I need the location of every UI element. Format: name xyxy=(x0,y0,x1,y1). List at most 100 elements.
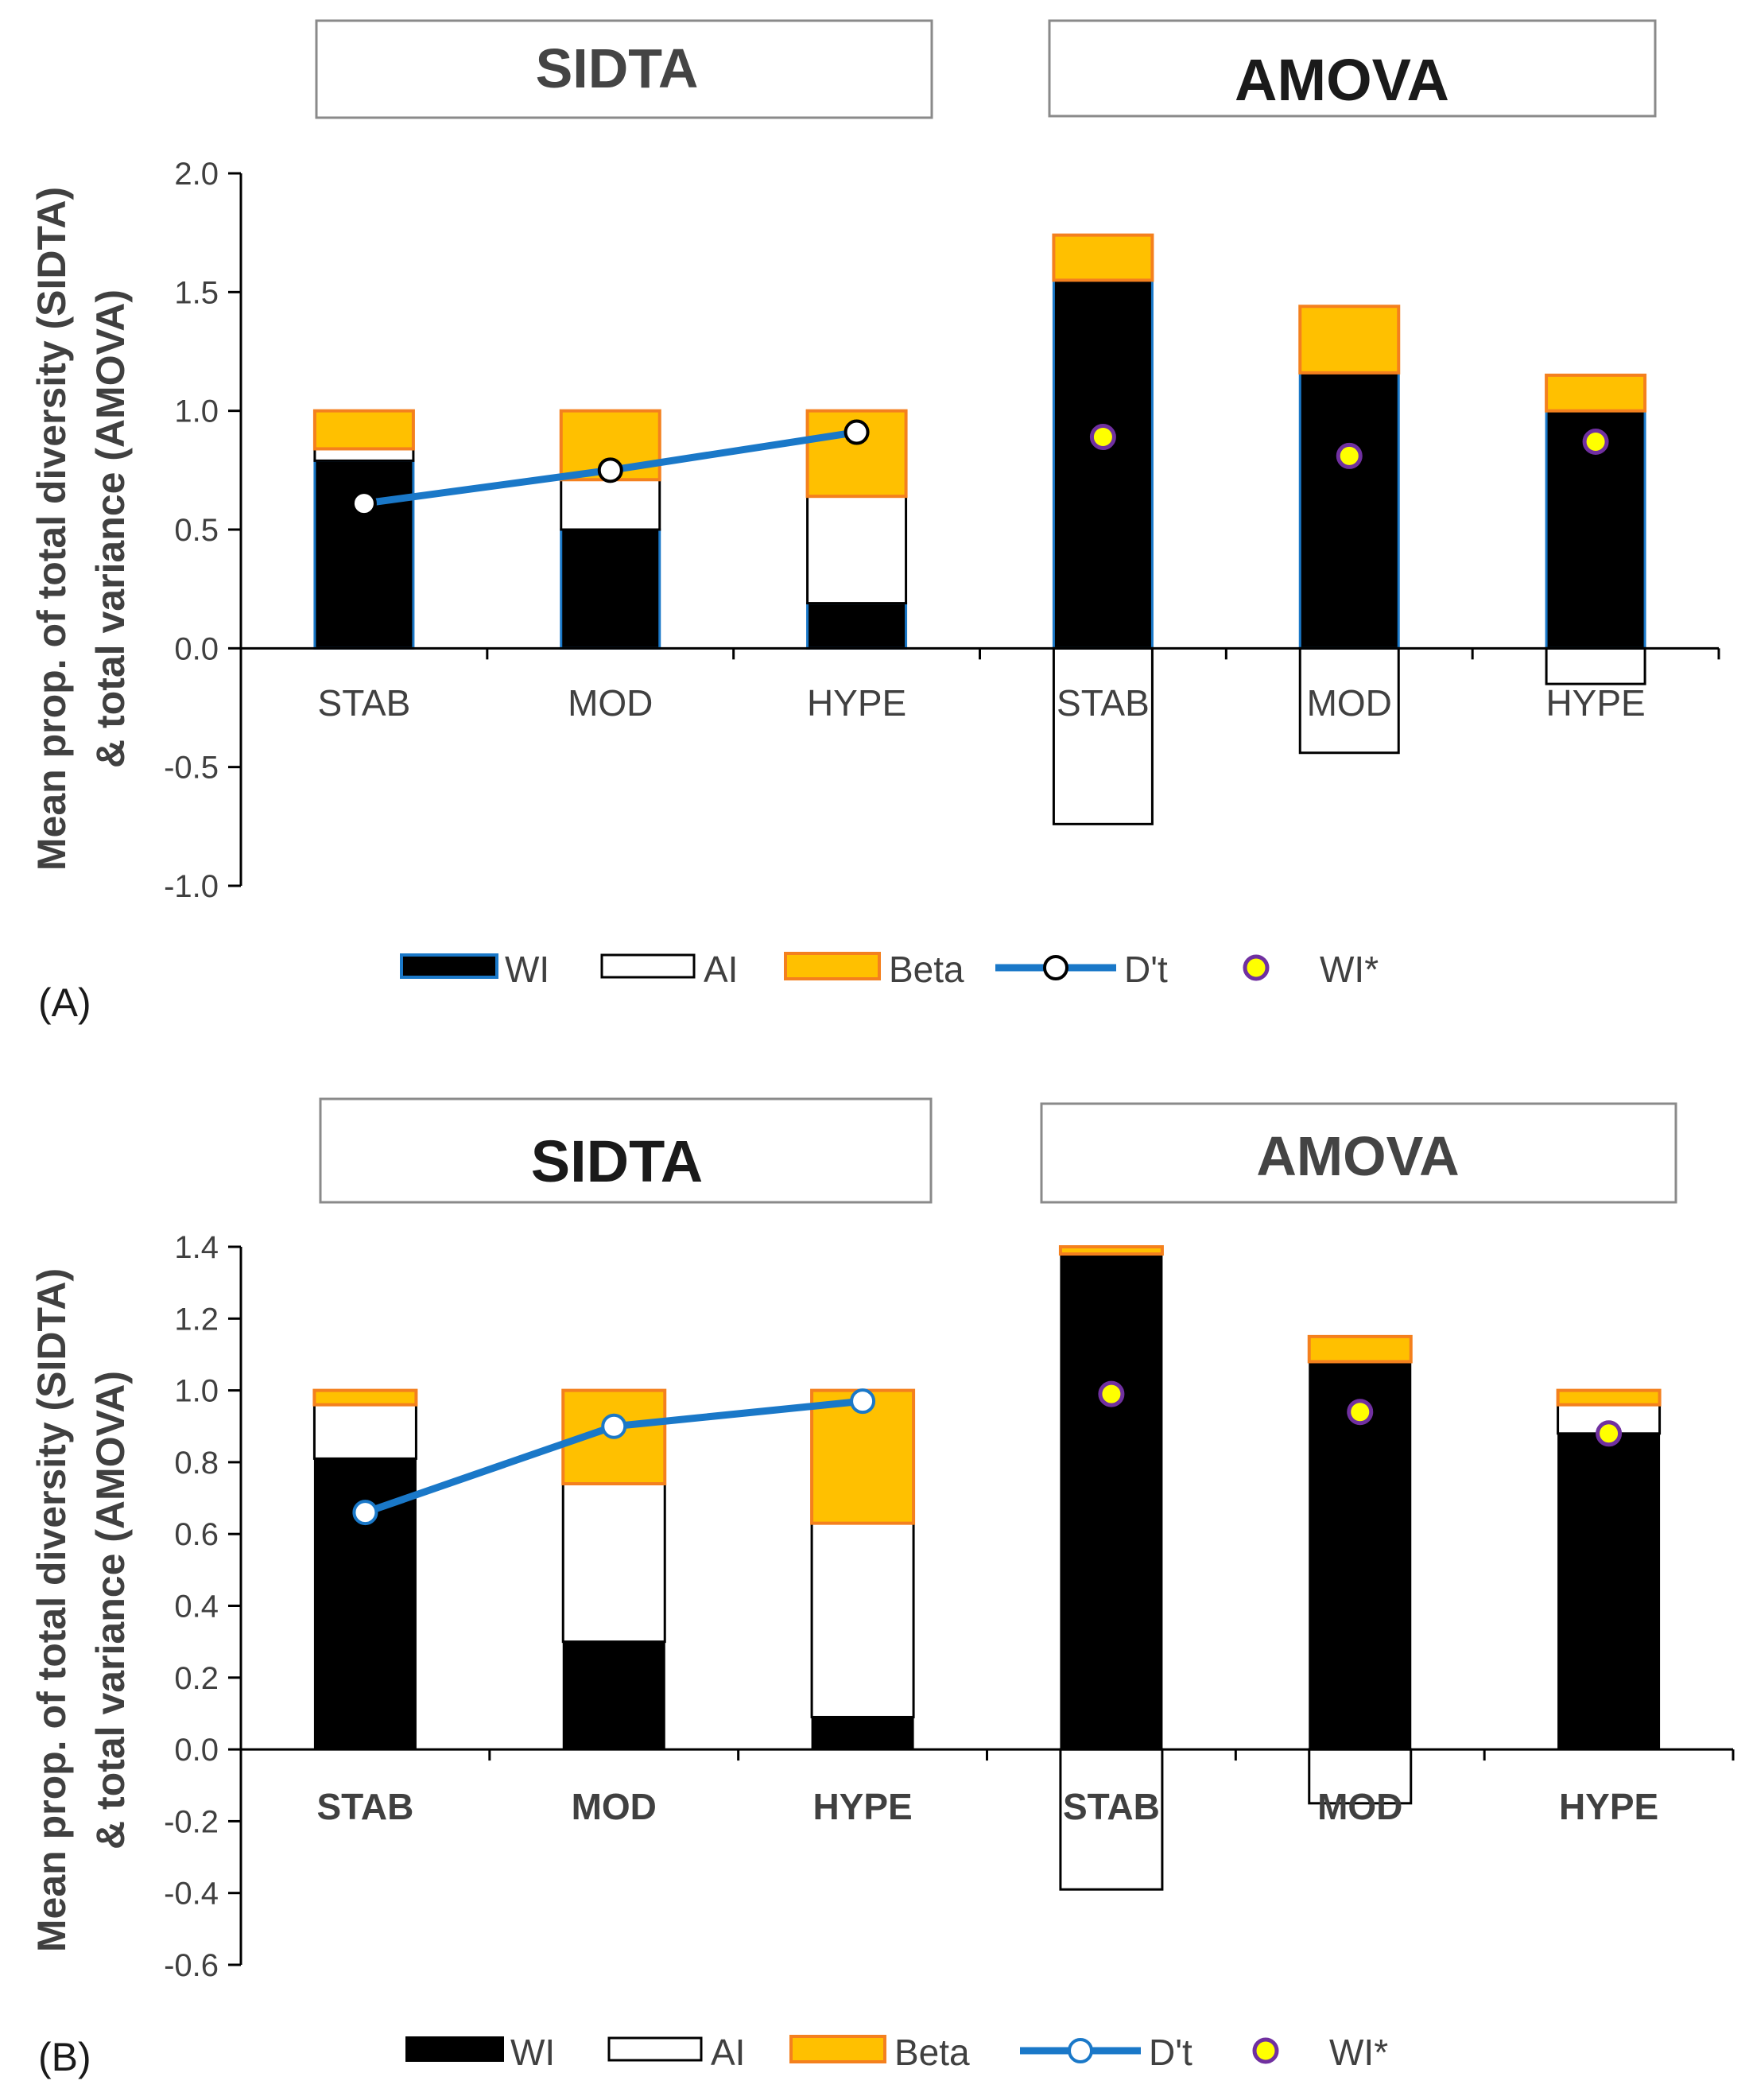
panel-b-category-label: STAB xyxy=(1063,1786,1160,1827)
panel-a-legend-ai-swatch xyxy=(600,953,696,979)
panel-a-y-tick-label: 0.0 xyxy=(174,631,219,666)
panel-b-legend-dt-label: D't xyxy=(1149,2032,1192,2073)
panel-a-amova-header: AMOVA xyxy=(1235,47,1449,113)
panel-a-y-tick-label: 0.5 xyxy=(174,513,219,548)
panel-a-category-label: STAB xyxy=(318,682,411,724)
panel-b-dt-point xyxy=(352,1500,378,1526)
panel-a-y-tick-label: 2.0 xyxy=(174,157,219,192)
panel-a-wistar-point xyxy=(1336,442,1363,469)
panel-b-ylabel-line2: & total variance (AMOVA) xyxy=(88,1371,133,1850)
panel-a-wistar-point xyxy=(1089,424,1116,451)
panel-a-bar-wi xyxy=(560,528,661,650)
panel-a-category-label: MOD xyxy=(568,682,653,724)
panel-a-bar-ai xyxy=(560,478,661,531)
panel-a-legend-ai-label: AI xyxy=(704,949,738,990)
panel-b-ylabel-line1: Mean prop. of total diversity (SIDTA) xyxy=(29,1268,74,1952)
panel-b-category-label: STAB xyxy=(317,1786,414,1827)
panel-a-category-label: HYPE xyxy=(1545,682,1645,724)
panel-a-legend-dt-label: D't xyxy=(1124,949,1168,990)
panel-b-category-label: HYPE xyxy=(812,1786,912,1827)
panel-b-amova-header: AMOVA xyxy=(1256,1125,1459,1187)
panel-b-bar-wi xyxy=(1309,1361,1412,1750)
panel-b-y-tick-label: -0.4 xyxy=(164,1877,219,1912)
panel-a-dt-point xyxy=(351,491,377,517)
panel-b-legend-ai-swatch xyxy=(607,2036,703,2062)
panel-b-bar-beta xyxy=(1058,1245,1164,1256)
panel-a-legend-wi-swatch xyxy=(400,953,498,979)
panel-a-tag: (A) xyxy=(38,980,91,1025)
panel-b-plot: -0.6 -0.4 -0.2 0.0 0.2 0.4 0.6 0.8 1.0 1.2 1.4 STAB… xyxy=(164,1230,1735,1983)
panel-a-ylabel-line1: Mean prop. of total diversity (SIDTA) xyxy=(29,187,74,871)
panel-b-legend-ai-label: AI xyxy=(711,2032,745,2073)
panel-b-category-label: MOD xyxy=(1317,1786,1402,1827)
panel-b-bar-beta xyxy=(1556,1388,1662,1407)
panel-a-amova-header-box xyxy=(1048,19,1657,118)
panel-b-legend-beta-swatch xyxy=(789,2035,886,2063)
panel-a-y-tick-label: 1.5 xyxy=(174,275,219,310)
panel-b-sidta-header-box xyxy=(319,1097,933,1204)
panel-a: SIDTA AMOVA Mean prop. of total diversit… xyxy=(29,19,1720,1025)
panel-b-y-tick-label: 0.0 xyxy=(174,1733,219,1768)
panel-a-bar-ai xyxy=(313,447,415,462)
panel-a-dt-point xyxy=(597,457,623,483)
panel-b-legend-wi-label: WI xyxy=(510,2032,555,2073)
panel-a-bar-beta xyxy=(1052,233,1154,282)
panel-a-bar-wi xyxy=(1052,278,1154,650)
panel-b-wistar-point xyxy=(1347,1399,1374,1426)
panel-b-amova-header-box xyxy=(1040,1102,1677,1204)
panel-b-legend-wistar-marker xyxy=(1252,2037,1279,2064)
panel-b-bar-ai xyxy=(810,1522,915,1718)
panel-a-legend-wi-label: WI xyxy=(505,949,549,990)
panel-b-sidta-header: SIDTA xyxy=(531,1128,704,1194)
panel-b: SIDTA AMOVA Mean prop. of total diversit… xyxy=(29,1097,1735,2079)
panel-b-bar-ai xyxy=(312,1403,417,1460)
panel-a-y-tick-label: 1.0 xyxy=(174,394,219,429)
panel-a-dt-point xyxy=(843,419,870,445)
panel-b-wistar-point xyxy=(1098,1380,1125,1407)
panel-a-bar-ai xyxy=(1052,646,1154,825)
panel-a-legend: WI AI Beta D't WI* xyxy=(400,949,1379,990)
panel-a-bar-beta xyxy=(1298,305,1401,375)
panel-a-category-label: MOD xyxy=(1307,682,1392,724)
panel-b-legend-wi-swatch xyxy=(405,2036,504,2062)
panel-a-wistar-point xyxy=(1582,428,1609,455)
panel-a-category-label: STAB xyxy=(1057,682,1150,724)
panel-b-bar-wi xyxy=(811,1716,914,1750)
panel-b-legend-beta-label: Beta xyxy=(894,2032,970,2073)
panel-a-bar-ai xyxy=(1545,646,1646,685)
panel-b-wistar-point xyxy=(1596,1420,1623,1447)
panel-a-y-tick-label: -0.5 xyxy=(164,751,219,786)
panel-b-bar-wi xyxy=(562,1641,665,1750)
panel-b-bar-beta xyxy=(1307,1334,1413,1364)
panel-a-bar-ai xyxy=(806,495,908,605)
panel-b-legend: WI AI Beta D't WI* xyxy=(405,2032,1388,2073)
panel-b-bar-wi xyxy=(1557,1433,1661,1750)
panel-b-tag: (B) xyxy=(38,2035,91,2079)
panel-a-bar-wi xyxy=(806,602,908,650)
panel-b-legend-dt-marker xyxy=(1068,2038,1093,2063)
panel-b-y-tick-label: 1.2 xyxy=(174,1302,219,1337)
panel-b-y-tick-label: 1.4 xyxy=(174,1230,219,1265)
panel-a-sidta-header: SIDTA xyxy=(536,37,699,99)
panel-b-y-tick-label: 0.6 xyxy=(174,1517,219,1552)
panel-b-y-tick-label: -0.2 xyxy=(164,1804,219,1839)
panel-b-y-tick-label: 0.4 xyxy=(174,1590,219,1624)
panel-b-bar-beta xyxy=(312,1388,418,1407)
panel-a-legend-beta-label: Beta xyxy=(889,949,964,990)
panel-b-dt-point xyxy=(601,1413,627,1439)
panel-a-bar-beta xyxy=(1545,373,1647,413)
panel-b-y-tick-label: 0.2 xyxy=(174,1661,219,1696)
panel-b-y-tick-label: 1.0 xyxy=(174,1374,219,1409)
panel-a-legend-beta-swatch xyxy=(784,952,881,980)
panel-b-category-label: MOD xyxy=(572,1786,657,1827)
panel-b-bar-ai xyxy=(561,1482,666,1644)
panel-b-y-tick-label: -0.6 xyxy=(164,1948,219,1983)
panel-a-legend-dt-marker xyxy=(1043,955,1068,980)
panel-b-category-label: HYPE xyxy=(1559,1786,1658,1827)
panel-b-bar-wi xyxy=(1060,1253,1163,1750)
panel-a-bar-wi xyxy=(1298,371,1400,650)
panel-a-legend-wistar-marker xyxy=(1243,954,1270,981)
panel-a-sidta-header-box xyxy=(315,19,933,119)
